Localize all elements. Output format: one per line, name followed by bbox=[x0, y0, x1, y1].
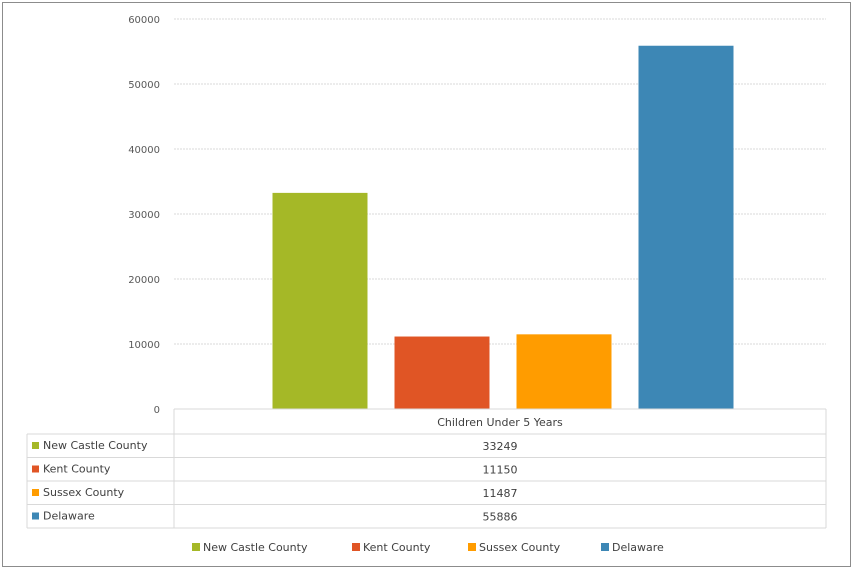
table-series-label: Sussex County bbox=[43, 486, 125, 499]
bar bbox=[516, 334, 612, 409]
table-series-label: Kent County bbox=[43, 463, 111, 476]
y-tick-label: 10000 bbox=[128, 340, 160, 351]
bar bbox=[394, 336, 490, 409]
table-value: 11150 bbox=[483, 464, 518, 477]
category-label: Children Under 5 Years bbox=[437, 416, 563, 429]
legend-key bbox=[601, 543, 609, 551]
table-value: 11487 bbox=[483, 487, 518, 500]
legend-label: Kent County bbox=[363, 541, 431, 554]
legend-label: New Castle County bbox=[203, 541, 308, 554]
y-tick-label: 0 bbox=[154, 405, 160, 416]
table-legend-key bbox=[32, 465, 39, 473]
y-tick-label: 50000 bbox=[128, 80, 160, 91]
legend-key bbox=[352, 543, 360, 551]
table-legend-key bbox=[32, 489, 39, 496]
table-series-label: Delaware bbox=[43, 510, 95, 523]
table-legend-key bbox=[32, 512, 39, 520]
legend-label: Sussex County bbox=[479, 541, 561, 554]
legend-label: Delaware bbox=[612, 541, 664, 554]
y-tick-label: 60000 bbox=[128, 15, 160, 26]
y-tick-label: 40000 bbox=[128, 145, 160, 156]
y-tick-label: 30000 bbox=[128, 210, 160, 221]
legend-key bbox=[468, 543, 476, 551]
bar bbox=[272, 192, 368, 409]
table-value: 33249 bbox=[483, 440, 518, 453]
bar bbox=[638, 45, 734, 410]
y-tick-label: 20000 bbox=[128, 275, 160, 286]
legend-key bbox=[192, 543, 200, 551]
table-legend-key bbox=[32, 442, 39, 449]
table-series-label: New Castle County bbox=[43, 439, 148, 452]
table-value: 55886 bbox=[483, 511, 518, 524]
